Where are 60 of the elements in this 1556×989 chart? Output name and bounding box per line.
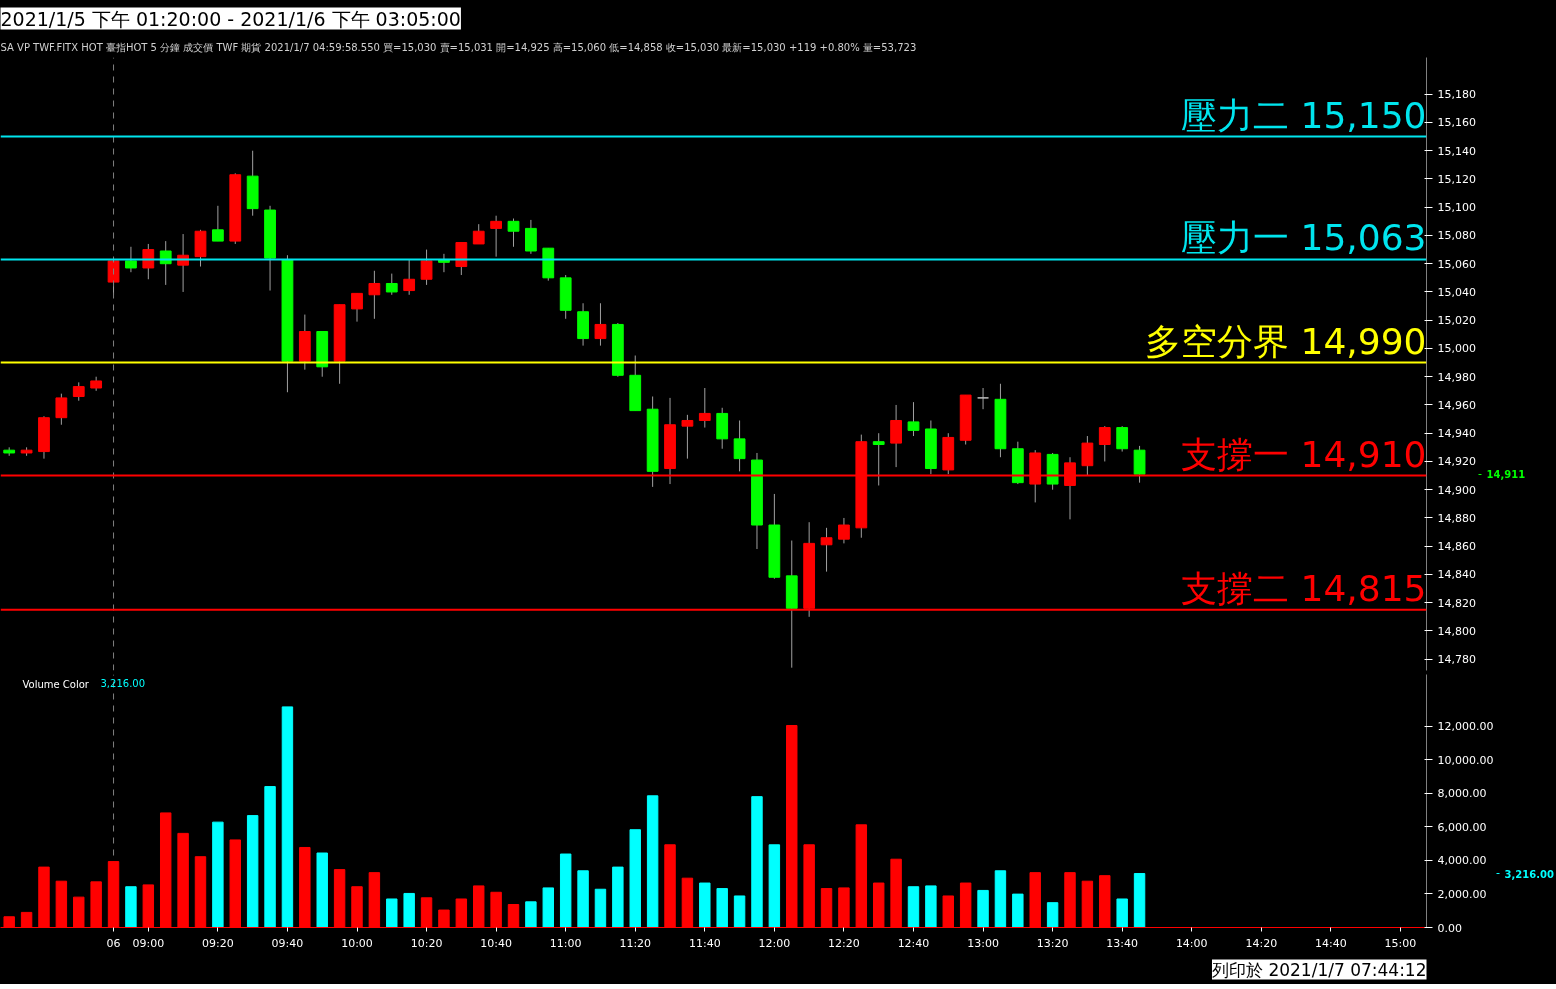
y-tick-label: 14,820 — [1437, 596, 1476, 610]
x-tick-label: 10:20 — [410, 936, 443, 950]
chart-title: Volume Color — [22, 678, 90, 690]
ref-line-label: 支撐一 14,910 — [1181, 433, 1427, 475]
ref-line-label: 多空分界 14,990 — [1145, 320, 1427, 362]
x-tick-label: 09:00 — [132, 936, 165, 950]
ref-line-label: 壓力一 15,063 — [1181, 217, 1427, 259]
x-tick-label: 10:00 — [341, 936, 373, 950]
y-tick-label: 15,100 — [1437, 201, 1476, 215]
y-tick-label: 6,000.00 — [1437, 820, 1487, 834]
y-tick-label: 14,880 — [1437, 511, 1476, 525]
y-tick-label: 14,800 — [1437, 624, 1476, 638]
y-tick-label: 15,000 — [1437, 342, 1476, 356]
x-tick-label: 10:40 — [480, 936, 512, 950]
y-tick-label: 2,000.00 — [1437, 887, 1487, 901]
y-tick-label: 15,020 — [1437, 314, 1476, 328]
x-tick-label: 13:00 — [967, 936, 999, 950]
x-tick-label: 09:20 — [202, 936, 234, 950]
annotation: 3,216.00 — [100, 677, 146, 689]
x-tick-label: 11:40 — [688, 936, 721, 950]
ref-line-label: 支撐二 14,815 — [1181, 567, 1427, 609]
y-tick-label: 15,080 — [1437, 229, 1476, 243]
y-tick-label: 15,140 — [1437, 144, 1476, 158]
y-tick-label: 14,960 — [1437, 398, 1476, 412]
x-tick-label: 12:00 — [758, 936, 791, 950]
text: 列印於 2021/1/7 07:44:12 — [1211, 959, 1427, 980]
y-tick-label: 14,780 — [1437, 653, 1476, 667]
y-tick-label: 15,160 — [1437, 116, 1476, 130]
y-tick-label: 14,860 — [1437, 540, 1476, 554]
chart-title: 2021/1/5 下午 01:20:00 - 2021/1/6 下午 03:05:00 — [0, 7, 461, 30]
x-tick-label: 13:20 — [1036, 936, 1069, 950]
y-tick-label: 14,840 — [1437, 568, 1476, 582]
y-tick-label: 15,120 — [1437, 172, 1476, 186]
y-tick-label: 14,900 — [1437, 483, 1476, 497]
y-tick-label: 15,180 — [1437, 88, 1476, 102]
ref-line-label: 壓力二 15,150 — [1181, 94, 1427, 136]
x-tick-label: 14:40 — [1315, 936, 1347, 950]
y-tick-label: 15,040 — [1437, 285, 1476, 299]
text: 3,216.00 — [1504, 868, 1554, 880]
x-tick-label: 14:00 — [1175, 936, 1208, 950]
y-tick-label: 8,000.00 — [1437, 787, 1487, 801]
y-tick-label: 14,920 — [1437, 455, 1476, 469]
y-tick-label: 15,060 — [1437, 257, 1476, 271]
x-tick-label: 11:20 — [619, 936, 652, 950]
y-tick-label: 14,940 — [1437, 427, 1476, 441]
x-tick-label: 09:40 — [271, 936, 304, 950]
x-tick-label: 13:40 — [1106, 936, 1139, 950]
x-tick-label: 14:20 — [1245, 936, 1278, 950]
y-tick-label: 0.00 — [1437, 921, 1462, 935]
chart-subtitle: SA VP TWF.FITX HOT 臺指HOT 5 分鐘 成交價 TWF 期貨 2021/1/7 04:59:58.550 買=15,030 賣=15,031 開=14,925 高=15,060 低=14,858 收=15,030 最新=15,030 +119 +0.80% 量=53,723 — [0, 41, 917, 53]
y-tick-label: 4,000.00 — [1437, 854, 1487, 868]
x-tick-label: 12:40 — [897, 936, 930, 950]
x-tick-label: 15:00 — [1384, 936, 1417, 950]
x-tick-label: 12:20 — [828, 936, 860, 950]
x-tick-label: 11:00 — [549, 936, 582, 950]
y-tick-label: 12,000.00 — [1437, 720, 1494, 734]
x-tick-label: 06 — [106, 936, 121, 950]
y-tick-label: 10,000.00 — [1437, 753, 1494, 767]
text: 14,911 — [1486, 469, 1526, 481]
y-tick-label: 14,980 — [1437, 370, 1476, 384]
